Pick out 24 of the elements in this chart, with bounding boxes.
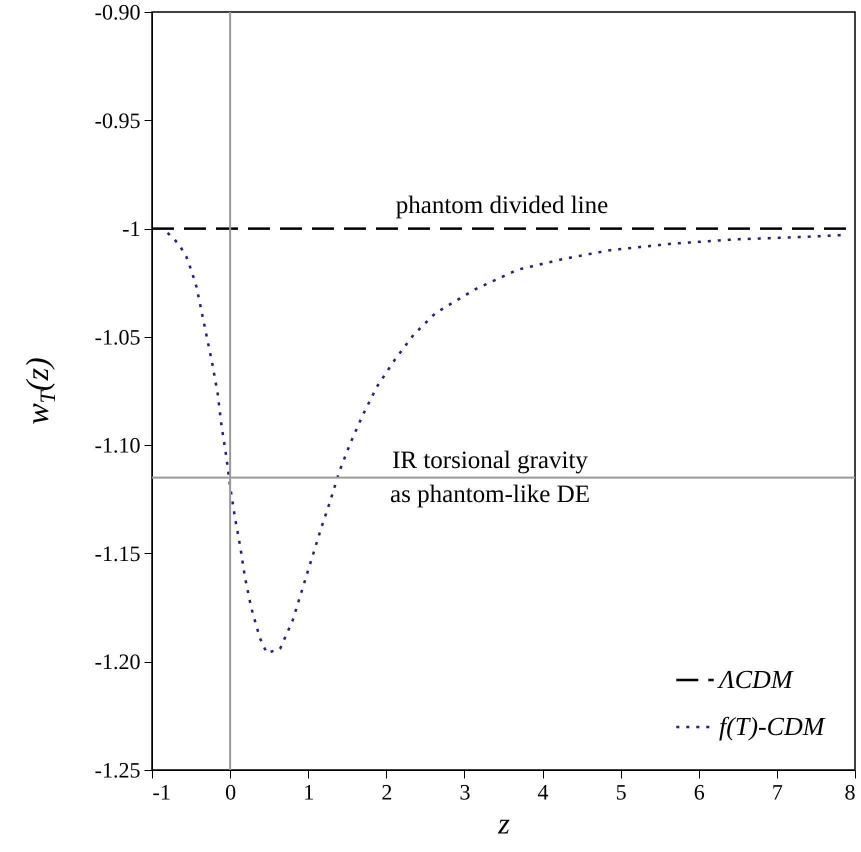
legend-label: ΛCDM: [716, 665, 794, 694]
y-tick-label: -0.90: [94, 0, 140, 24]
y-tick-label: -1.15: [94, 540, 140, 566]
y-tick-label: -1.25: [94, 758, 140, 782]
x-tick-label: 7: [772, 780, 783, 804]
y-tick-label: -1.05: [94, 324, 140, 350]
annotation: as phantom-like DE: [390, 481, 590, 508]
x-tick-label: 8: [844, 780, 856, 804]
y-tick-label: -1.20: [94, 649, 140, 674]
x-tick-label: 6: [694, 780, 705, 804]
x-tick-label: 2: [381, 780, 392, 804]
x-tick-label: 0: [225, 780, 236, 804]
x-tick-label: 1: [303, 780, 314, 804]
x-tick-label: 5: [616, 780, 627, 804]
y-tick-label: -1: [122, 216, 140, 242]
x-tick-label: 4: [538, 780, 549, 804]
x-tick-label: -1: [152, 780, 171, 804]
x-axis-title: z: [497, 808, 510, 840]
y-tick-label: -0.95: [94, 108, 140, 133]
x-tick-label: 3: [459, 780, 470, 804]
annotation: IR torsional gravity: [392, 447, 588, 474]
y-tick-label: -1.10: [94, 432, 140, 458]
annotation: phantom divided line: [396, 192, 608, 219]
legend-label: f(T)-CDM: [719, 712, 826, 741]
